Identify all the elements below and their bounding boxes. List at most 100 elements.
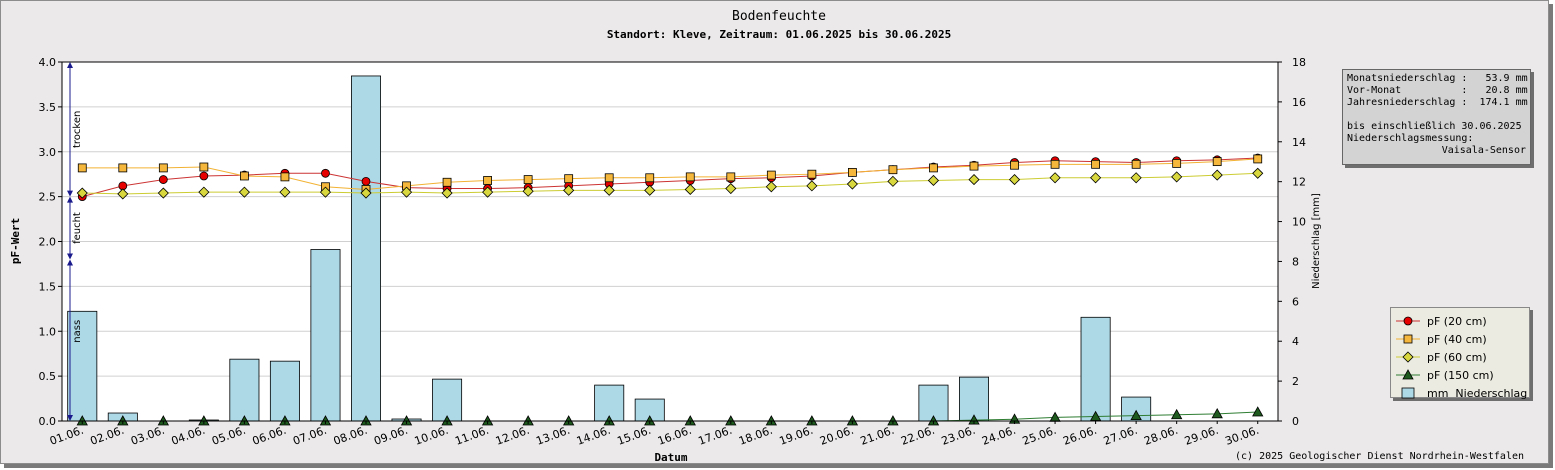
info-previous-month: Vor-Monat : 20.8 mm bbox=[1347, 85, 1528, 96]
legend-label-pf-20: pF (20 cm) bbox=[1427, 314, 1487, 328]
zone-arrow-up-trocken bbox=[67, 62, 73, 68]
point-square-28.06. bbox=[1172, 159, 1182, 168]
point-diamond-15.06. bbox=[644, 184, 656, 196]
y-tick-right-10: 10 bbox=[1292, 216, 1306, 229]
info-until-date: bis einschließlich 30.06.2025 bbox=[1347, 121, 1522, 132]
point-diamond-02.06. bbox=[117, 188, 129, 200]
y-tick-left-1.5: 1.5 bbox=[39, 280, 57, 293]
x-tick-16.06.: 16.06. bbox=[656, 424, 693, 448]
precip-bar-14.06. bbox=[594, 384, 625, 422]
y-tick-left-2.5: 2.5 bbox=[39, 191, 57, 204]
legend-item-pf-150: pF (150 cm) bbox=[1395, 366, 1529, 384]
point-diamond-12.06. bbox=[522, 185, 534, 197]
point-triangle-27.06. bbox=[1130, 409, 1142, 421]
legend-item-pf-60: pF (60 cm) bbox=[1395, 348, 1529, 366]
point-square-10.06. bbox=[442, 177, 452, 187]
legend-item-pf-20: pF (20 cm) bbox=[1395, 312, 1529, 330]
precip-bar-10.06. bbox=[432, 378, 463, 422]
point-diamond-28.06. bbox=[1171, 171, 1183, 183]
grid-lines bbox=[62, 61, 1278, 421]
point-diamond-27.06. bbox=[1130, 172, 1142, 184]
point-square-19.06. bbox=[807, 169, 817, 179]
y-tick-right-12: 12 bbox=[1292, 176, 1306, 189]
point-triangle-29.06. bbox=[1211, 407, 1223, 419]
legend-symbol-square bbox=[1396, 334, 1420, 344]
point-square-02.06. bbox=[118, 163, 128, 173]
x-tick-07.06.: 07.06. bbox=[291, 424, 328, 448]
series-line-0 bbox=[82, 157, 1258, 198]
point-square-26.06. bbox=[1091, 159, 1100, 169]
point-circle-03.06. bbox=[158, 175, 168, 184]
point-diamond-22.06. bbox=[927, 174, 940, 187]
legend-label-pf-60: pF (60 cm) bbox=[1427, 350, 1487, 364]
x-tick-14.06.: 14.06. bbox=[575, 424, 612, 448]
point-diamond-09.06. bbox=[400, 186, 413, 198]
point-diamond-14.06. bbox=[603, 184, 615, 196]
point-square-05.06. bbox=[239, 171, 249, 181]
y-tick-left-3.0: 3.0 bbox=[39, 146, 57, 159]
chart-subtitle: Standort: Kleve, Zeitraum: 01.06.2025 bi… bbox=[607, 28, 951, 41]
point-diamond-16.06. bbox=[684, 183, 696, 196]
point-diamond-13.06. bbox=[563, 184, 575, 196]
point-triangle-30.06. bbox=[1252, 406, 1264, 417]
point-square-18.06. bbox=[766, 170, 776, 180]
y-tick-right-18: 18 bbox=[1292, 56, 1306, 69]
y-axis-left-label: pF-Wert bbox=[9, 218, 22, 264]
y-tick-right-14: 14 bbox=[1292, 136, 1306, 149]
copyright-text: (c) 2025 Geologischer Dienst Nordrhein-W… bbox=[1235, 451, 1524, 462]
point-diamond-03.06. bbox=[157, 187, 169, 199]
x-tick-25.06.: 25.06. bbox=[1021, 424, 1058, 448]
x-tick-21.06.: 21.06. bbox=[859, 424, 896, 448]
point-circle-08.06. bbox=[361, 176, 371, 186]
precip-bar-23.06. bbox=[959, 376, 989, 422]
x-tick-27.06.: 27.06. bbox=[1102, 424, 1139, 448]
point-diamond-24.06. bbox=[1008, 174, 1021, 186]
moisture-zones: trocken feucht nass bbox=[67, 62, 83, 421]
x-tick-26.06.: 26.06. bbox=[1061, 424, 1098, 448]
point-circle-07.06. bbox=[321, 168, 330, 178]
y-tick-right-0: 0 bbox=[1292, 415, 1299, 428]
point-square-21.06. bbox=[888, 165, 898, 175]
y-tick-right-2: 2 bbox=[1292, 375, 1299, 388]
zone-label-nass: nass bbox=[72, 320, 83, 343]
x-tick-08.06.: 08.06. bbox=[332, 424, 369, 448]
point-diamond-05.06. bbox=[238, 186, 250, 198]
point-square-24.06. bbox=[1010, 160, 1019, 170]
precipitation-info-box: Monatsniederschlag : 53.9 mm Vor-Monat :… bbox=[1342, 69, 1531, 165]
legend-symbol-triangle bbox=[1396, 369, 1420, 380]
zone-arrow-up-nass bbox=[67, 259, 73, 266]
legend: pF (20 cm) pF (40 cm) pF (60 cm) pF (150… bbox=[1390, 307, 1530, 400]
legend-symbol-diamond bbox=[1396, 351, 1420, 363]
precip-bar-26.06. bbox=[1080, 316, 1111, 422]
x-tick-24.06.: 24.06. bbox=[980, 424, 1017, 448]
point-diamond-10.06. bbox=[441, 187, 453, 199]
legend-label-precipitation: mm Niederschlag bbox=[1427, 386, 1528, 400]
x-tick-03.06.: 03.06. bbox=[129, 424, 166, 448]
x-tick-10.06.: 10.06. bbox=[413, 424, 450, 448]
point-square-06.06. bbox=[280, 172, 290, 182]
info-sensor: Vaisala-Sensor bbox=[1441, 145, 1526, 156]
point-square-13.06. bbox=[564, 174, 574, 184]
point-square-03.06. bbox=[158, 163, 168, 173]
point-diamond-18.06. bbox=[765, 181, 777, 193]
point-diamond-06.06. bbox=[279, 186, 291, 198]
point-square-22.06. bbox=[929, 163, 938, 173]
x-tick-29.06.: 29.06. bbox=[1183, 424, 1220, 448]
point-square-11.06. bbox=[483, 176, 493, 185]
x-tick-28.06.: 28.06. bbox=[1142, 424, 1179, 448]
info-yearly-precip: Jahresniederschlag : 174.1 mm bbox=[1347, 97, 1528, 108]
point-square-04.06. bbox=[199, 162, 209, 172]
x-tick-04.06.: 04.06. bbox=[170, 424, 207, 448]
zone-arrow-down-trocken bbox=[67, 190, 73, 197]
legend-item-precipitation: mm Niederschlag bbox=[1395, 384, 1529, 402]
y-axis-right-label: Niederschlag [mm] bbox=[1311, 193, 1322, 289]
point-triangle-23.06. bbox=[968, 414, 980, 425]
zone-arrow-down-feucht bbox=[67, 253, 73, 260]
point-diamond-23.06. bbox=[968, 174, 980, 186]
x-axis-label: Datum bbox=[654, 451, 687, 463]
zone-arrow-down-nass bbox=[67, 415, 73, 421]
point-square-30.06. bbox=[1253, 154, 1263, 164]
y-tick-right-4: 4 bbox=[1292, 335, 1299, 348]
x-tick-13.06.: 13.06. bbox=[534, 424, 571, 448]
